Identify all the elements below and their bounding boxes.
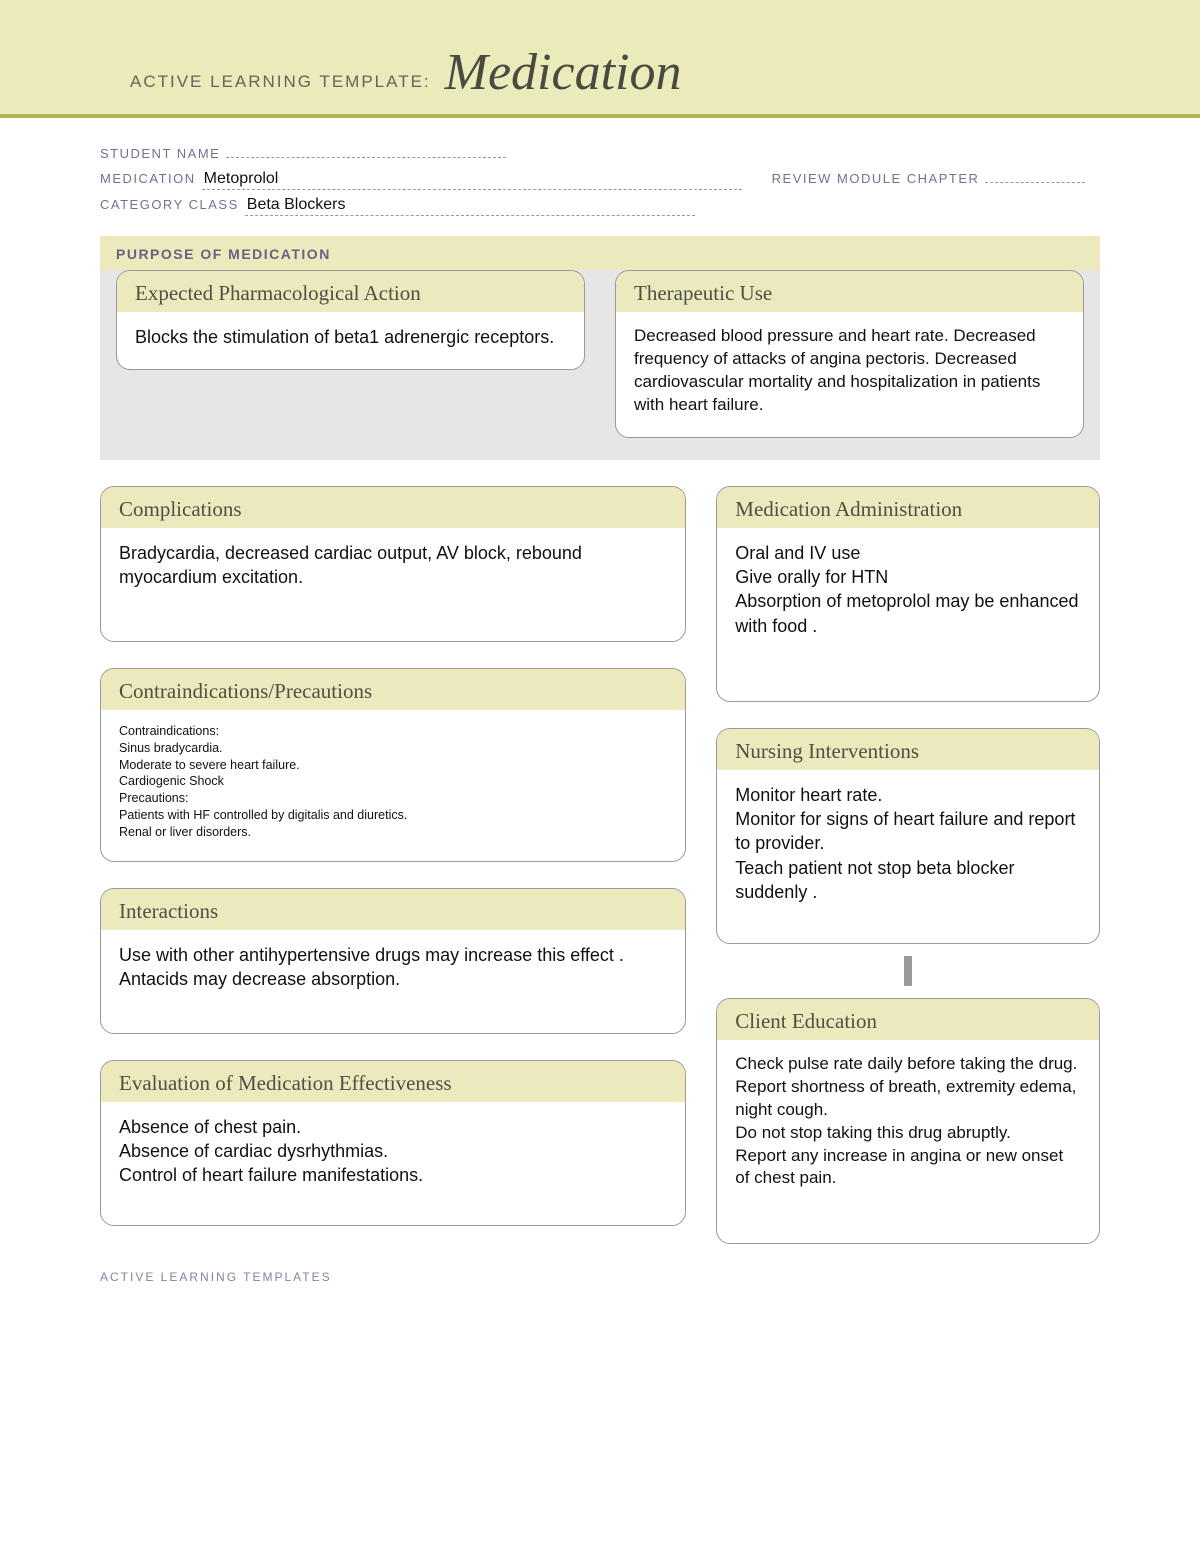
- card-title: Interactions: [101, 889, 685, 933]
- purpose-section: Expected Pharmacological Action Blocks t…: [100, 270, 1100, 460]
- meta-block: STUDENT NAME MEDICATION Metoprolol REVIE…: [0, 118, 1200, 236]
- banner: ACTIVE LEARNING TEMPLATE: Medication: [0, 0, 1200, 118]
- category-label: CATEGORY CLASS: [100, 197, 239, 212]
- medication-field: MEDICATION Metoprolol: [100, 170, 742, 190]
- card-body: Monitor heart rate. Monitor for signs of…: [717, 773, 1099, 943]
- medication-value[interactable]: Metoprolol: [202, 170, 742, 190]
- student-name-value[interactable]: [226, 142, 506, 158]
- card-contraindications: Contraindications/Precautions Contraindi…: [100, 668, 686, 862]
- card-nursing-interventions: Nursing Interventions Monitor heart rate…: [716, 728, 1100, 944]
- content: PURPOSE OF MEDICATION Expected Pharmacol…: [0, 236, 1200, 1244]
- card-administration: Medication Administration Oral and IV us…: [716, 486, 1100, 702]
- card-body: Check pulse rate daily before taking the…: [717, 1043, 1099, 1243]
- card-body: Absence of chest pain. Absence of cardia…: [101, 1105, 685, 1225]
- card-body: Contraindications: Sinus bradycardia. Mo…: [101, 713, 685, 861]
- page: ACTIVE LEARNING TEMPLATE: Medication STU…: [0, 0, 1200, 1304]
- medication-label: MEDICATION: [100, 171, 196, 186]
- card-interactions: Interactions Use with other antihyperten…: [100, 888, 686, 1034]
- card-expected-action: Expected Pharmacological Action Blocks t…: [116, 270, 585, 370]
- review-chapter-field: REVIEW MODULE CHAPTER: [772, 167, 1086, 186]
- card-title: Complications: [101, 487, 685, 531]
- card-title: Contraindications/Precautions: [101, 669, 685, 713]
- card-therapeutic-use: Therapeutic Use Decreased blood pressure…: [615, 270, 1084, 438]
- card-title: Evaluation of Medication Effectiveness: [101, 1061, 685, 1105]
- purpose-label: PURPOSE OF MEDICATION: [100, 236, 1100, 270]
- footer-text: ACTIVE LEARNING TEMPLATES: [100, 1270, 332, 1284]
- card-title: Expected Pharmacological Action: [117, 271, 584, 315]
- card-body: Oral and IV use Give orally for HTN Abso…: [717, 531, 1099, 701]
- card-body: Blocks the stimulation of beta1 adrenerg…: [117, 315, 584, 369]
- card-title: Nursing Interventions: [717, 729, 1099, 773]
- category-value[interactable]: Beta Blockers: [245, 196, 695, 216]
- student-name-field: STUDENT NAME: [100, 142, 506, 161]
- card-evaluation: Evaluation of Medication Effectiveness A…: [100, 1060, 686, 1226]
- banner-title: Medication: [445, 43, 682, 102]
- card-title: Therapeutic Use: [616, 271, 1083, 315]
- banner-label: ACTIVE LEARNING TEMPLATE:: [130, 72, 431, 102]
- review-label: REVIEW MODULE CHAPTER: [772, 171, 980, 186]
- card-body: Decreased blood pressure and heart rate.…: [616, 315, 1083, 437]
- card-body: Bradycardia, decreased cardiac output, A…: [101, 531, 685, 641]
- review-value[interactable]: [985, 167, 1085, 183]
- connector-line: [904, 956, 912, 986]
- category-field: CATEGORY CLASS Beta Blockers: [100, 196, 695, 216]
- card-client-education: Client Education Check pulse rate daily …: [716, 998, 1100, 1244]
- student-name-label: STUDENT NAME: [100, 146, 220, 161]
- card-body: Use with other antihypertensive drugs ma…: [101, 933, 685, 1033]
- card-title: Medication Administration: [717, 487, 1099, 531]
- card-complications: Complications Bradycardia, decreased car…: [100, 486, 686, 642]
- card-title: Client Education: [717, 999, 1099, 1043]
